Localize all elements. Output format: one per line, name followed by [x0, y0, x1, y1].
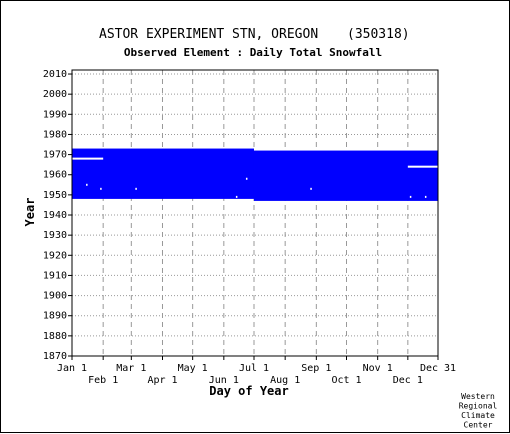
coverage-bars [72, 148, 438, 201]
coverage-bar [253, 150, 438, 201]
x-axis-title: Day of Year [209, 384, 288, 398]
x-tick-label: Sep 1 [301, 363, 331, 374]
credit-line: Center [464, 421, 493, 430]
x-tick-label: Dec 1 [393, 375, 423, 386]
x-axis: Jan 1 Mar 1 May 1 Jul 1 Sep 1 Nov 1 Dec 31 Feb … [57, 356, 456, 386]
y-tick-label: 1950 [43, 190, 67, 201]
y-tick-label: 1970 [43, 150, 67, 161]
y-tick-label: 1920 [43, 250, 67, 261]
coverage-bar [72, 148, 254, 199]
missing-mark [424, 195, 427, 198]
y-tick-label: 1980 [43, 129, 67, 140]
x-tick-label: Aug 1 [270, 375, 300, 386]
chart-title: ASTOR EXPERIMENT STN, OREGON [99, 27, 318, 42]
x-tick-label: May 1 [178, 363, 208, 374]
y-tick-label: 1870 [43, 351, 67, 362]
missing-mark [310, 187, 312, 190]
x-tick-label: Nov 1 [363, 363, 393, 374]
x-tick-label: Apr 1 [147, 375, 177, 386]
x-tick-label: Feb 1 [88, 375, 118, 386]
y-tick-label: 1880 [43, 331, 67, 342]
x-tick-label: Jun 1 [209, 375, 239, 386]
missing-data-marks [72, 157, 438, 198]
credit-line: Regional [459, 402, 498, 411]
x-tick-label: Jul 1 [239, 363, 269, 374]
y-axis: 2010 2000 1990 1980 1970 1960 1950 1940 1930 1920… [43, 69, 72, 362]
gridlines [72, 70, 438, 356]
missing-mark [245, 177, 248, 180]
y-tick-label: 2010 [43, 69, 67, 80]
y-tick-label: 1990 [43, 109, 67, 120]
chart-subtitle: Observed Element : Daily Total Snowfall [124, 46, 382, 59]
missing-mark [409, 195, 412, 198]
x-tick-label: Jan 1 [57, 363, 87, 374]
missing-mark [235, 195, 238, 198]
missing-mark [86, 183, 88, 186]
x-tick-label: Mar 1 [116, 363, 146, 374]
missing-mark [100, 187, 102, 190]
y-tick-label: 1960 [43, 170, 67, 181]
plot-area [71, 69, 439, 357]
y-tick-label: 1910 [43, 270, 67, 281]
credit-line: Climate [461, 411, 495, 420]
y-tick-label: 1930 [43, 230, 67, 241]
y-tick-label: 2000 [43, 89, 67, 100]
missing-mark [135, 187, 137, 190]
x-tick-label: Oct 1 [331, 375, 361, 386]
station-id: (350318) [347, 27, 410, 42]
missing-mark [407, 165, 438, 168]
missing-mark [72, 157, 104, 160]
credit-line: Western [461, 392, 495, 401]
y-tick-label: 1900 [43, 291, 67, 302]
x-tick-label: Dec 31 [420, 363, 456, 374]
y-tick-label: 1890 [43, 311, 67, 322]
y-tick-label: 1940 [43, 210, 67, 221]
y-axis-title: Year [23, 198, 37, 227]
